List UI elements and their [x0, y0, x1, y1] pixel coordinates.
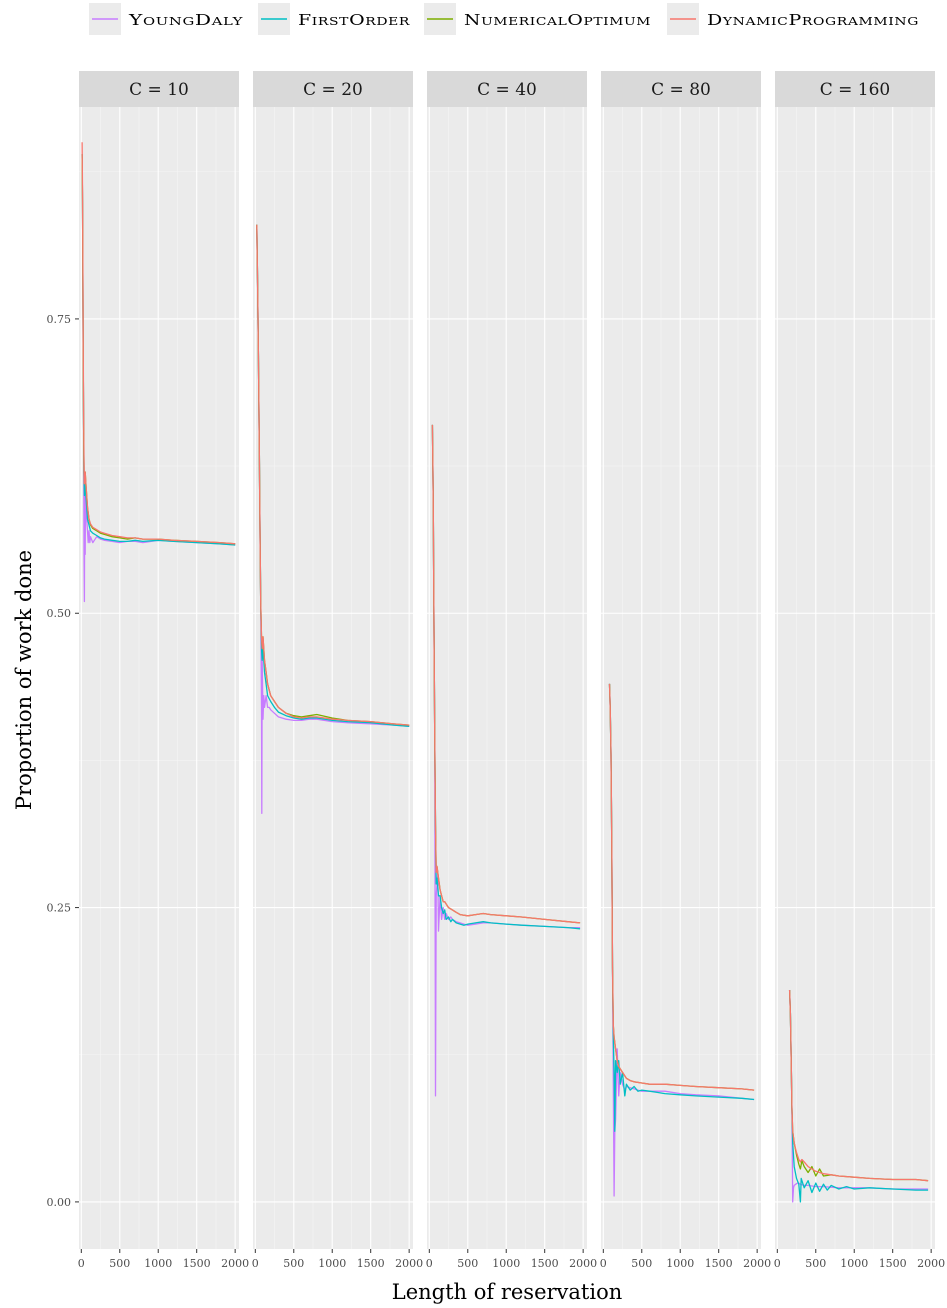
facet-strip — [427, 71, 587, 107]
y-axis: 0.00 0.25 0.50 0.75 — [47, 313, 79, 1209]
x-axis-title: Length of reservation — [392, 1280, 623, 1304]
legend-item: YoungDaly — [89, 3, 243, 35]
panel-background — [601, 107, 761, 1249]
legend-label: YoungDaly — [128, 11, 244, 29]
facet-panel: C = 40 0 500 1000 1500 2000 — [426, 71, 597, 1270]
series-line — [81, 154, 236, 603]
facet-strip — [253, 71, 413, 107]
facet-strip-label: C = 10 — [129, 80, 189, 100]
y-axis-title: Proportion of work done — [12, 550, 36, 810]
x-tick-label: 1000 — [492, 1257, 520, 1270]
legend-item: NumericalOptimum — [424, 3, 651, 35]
x-tick-label: 1000 — [840, 1257, 868, 1270]
series-line — [431, 424, 581, 924]
y-tick-label: 0.50 — [47, 607, 72, 620]
facet-panels: C = 10 0 500 1000 1500 2000 C = 20 0 500 1000 1500… — [78, 71, 945, 1270]
x-tick-label: 0 — [774, 1257, 781, 1270]
x-tick-label: 500 — [457, 1257, 478, 1270]
x-tick-label: 1500 — [879, 1257, 907, 1270]
x-tick-label: 500 — [631, 1257, 652, 1270]
legend: YoungDaly FirstOrder NumericalOptimum Dynam… — [89, 3, 919, 35]
facet-strip-label: C = 20 — [303, 80, 363, 100]
facet-panel: C = 80 0 500 1000 1500 2000 — [600, 71, 771, 1270]
x-tick-label: 1500 — [183, 1257, 211, 1270]
x-tick-label: 2000 — [221, 1257, 249, 1270]
panel-background — [253, 107, 413, 1249]
facet-panel: C = 160 0 500 1000 1500 2000 — [774, 71, 945, 1270]
x-tick-label: 500 — [109, 1257, 130, 1270]
facet-strip-label: C = 40 — [477, 80, 537, 100]
x-tick-label: 1500 — [705, 1257, 733, 1270]
series-line — [81, 142, 236, 545]
legend-item: DynamicProgramming — [667, 3, 919, 35]
facet-strip — [601, 71, 761, 107]
y-tick-label: 0.25 — [47, 902, 72, 915]
x-tick-label: 500 — [283, 1257, 304, 1270]
x-tick-label: 1000 — [144, 1257, 172, 1270]
series-line — [788, 989, 929, 1203]
facet-strip-label: C = 160 — [820, 80, 891, 100]
panel-background — [775, 107, 935, 1249]
x-tick-label: 0 — [252, 1257, 259, 1270]
x-tick-label: 0 — [78, 1257, 85, 1270]
x-tick-label: 2000 — [569, 1257, 597, 1270]
legend-label: FirstOrder — [298, 11, 410, 29]
y-tick-label: 0.75 — [47, 313, 72, 326]
x-tick-label: 0 — [600, 1257, 607, 1270]
x-tick-label: 1000 — [318, 1257, 346, 1270]
panel-background — [79, 107, 239, 1249]
series-line — [608, 683, 755, 1091]
facet-strip-label: C = 80 — [651, 80, 711, 100]
x-tick-label: 2000 — [917, 1257, 945, 1270]
legend-item: FirstOrder — [258, 3, 410, 35]
facet-panel: C = 10 0 500 1000 1500 2000 — [78, 71, 249, 1270]
x-tick-label: 2000 — [743, 1257, 771, 1270]
x-tick-label: 1500 — [357, 1257, 385, 1270]
x-tick-label: 2000 — [395, 1257, 423, 1270]
x-tick-label: 500 — [805, 1257, 826, 1270]
legend-label: DynamicProgramming — [707, 11, 919, 29]
legend-label: NumericalOptimum — [464, 11, 651, 29]
series-line — [788, 989, 929, 1182]
series-line — [256, 224, 410, 726]
x-tick-label: 1500 — [531, 1257, 559, 1270]
x-tick-label: 0 — [426, 1257, 433, 1270]
y-tick-label: 0.00 — [47, 1196, 72, 1209]
facet-strip — [775, 71, 935, 107]
facet-strip — [79, 71, 239, 107]
x-tick-label: 1000 — [666, 1257, 694, 1270]
facet-panel: C = 20 0 500 1000 1500 2000 — [252, 71, 423, 1270]
panel-background — [427, 107, 587, 1249]
